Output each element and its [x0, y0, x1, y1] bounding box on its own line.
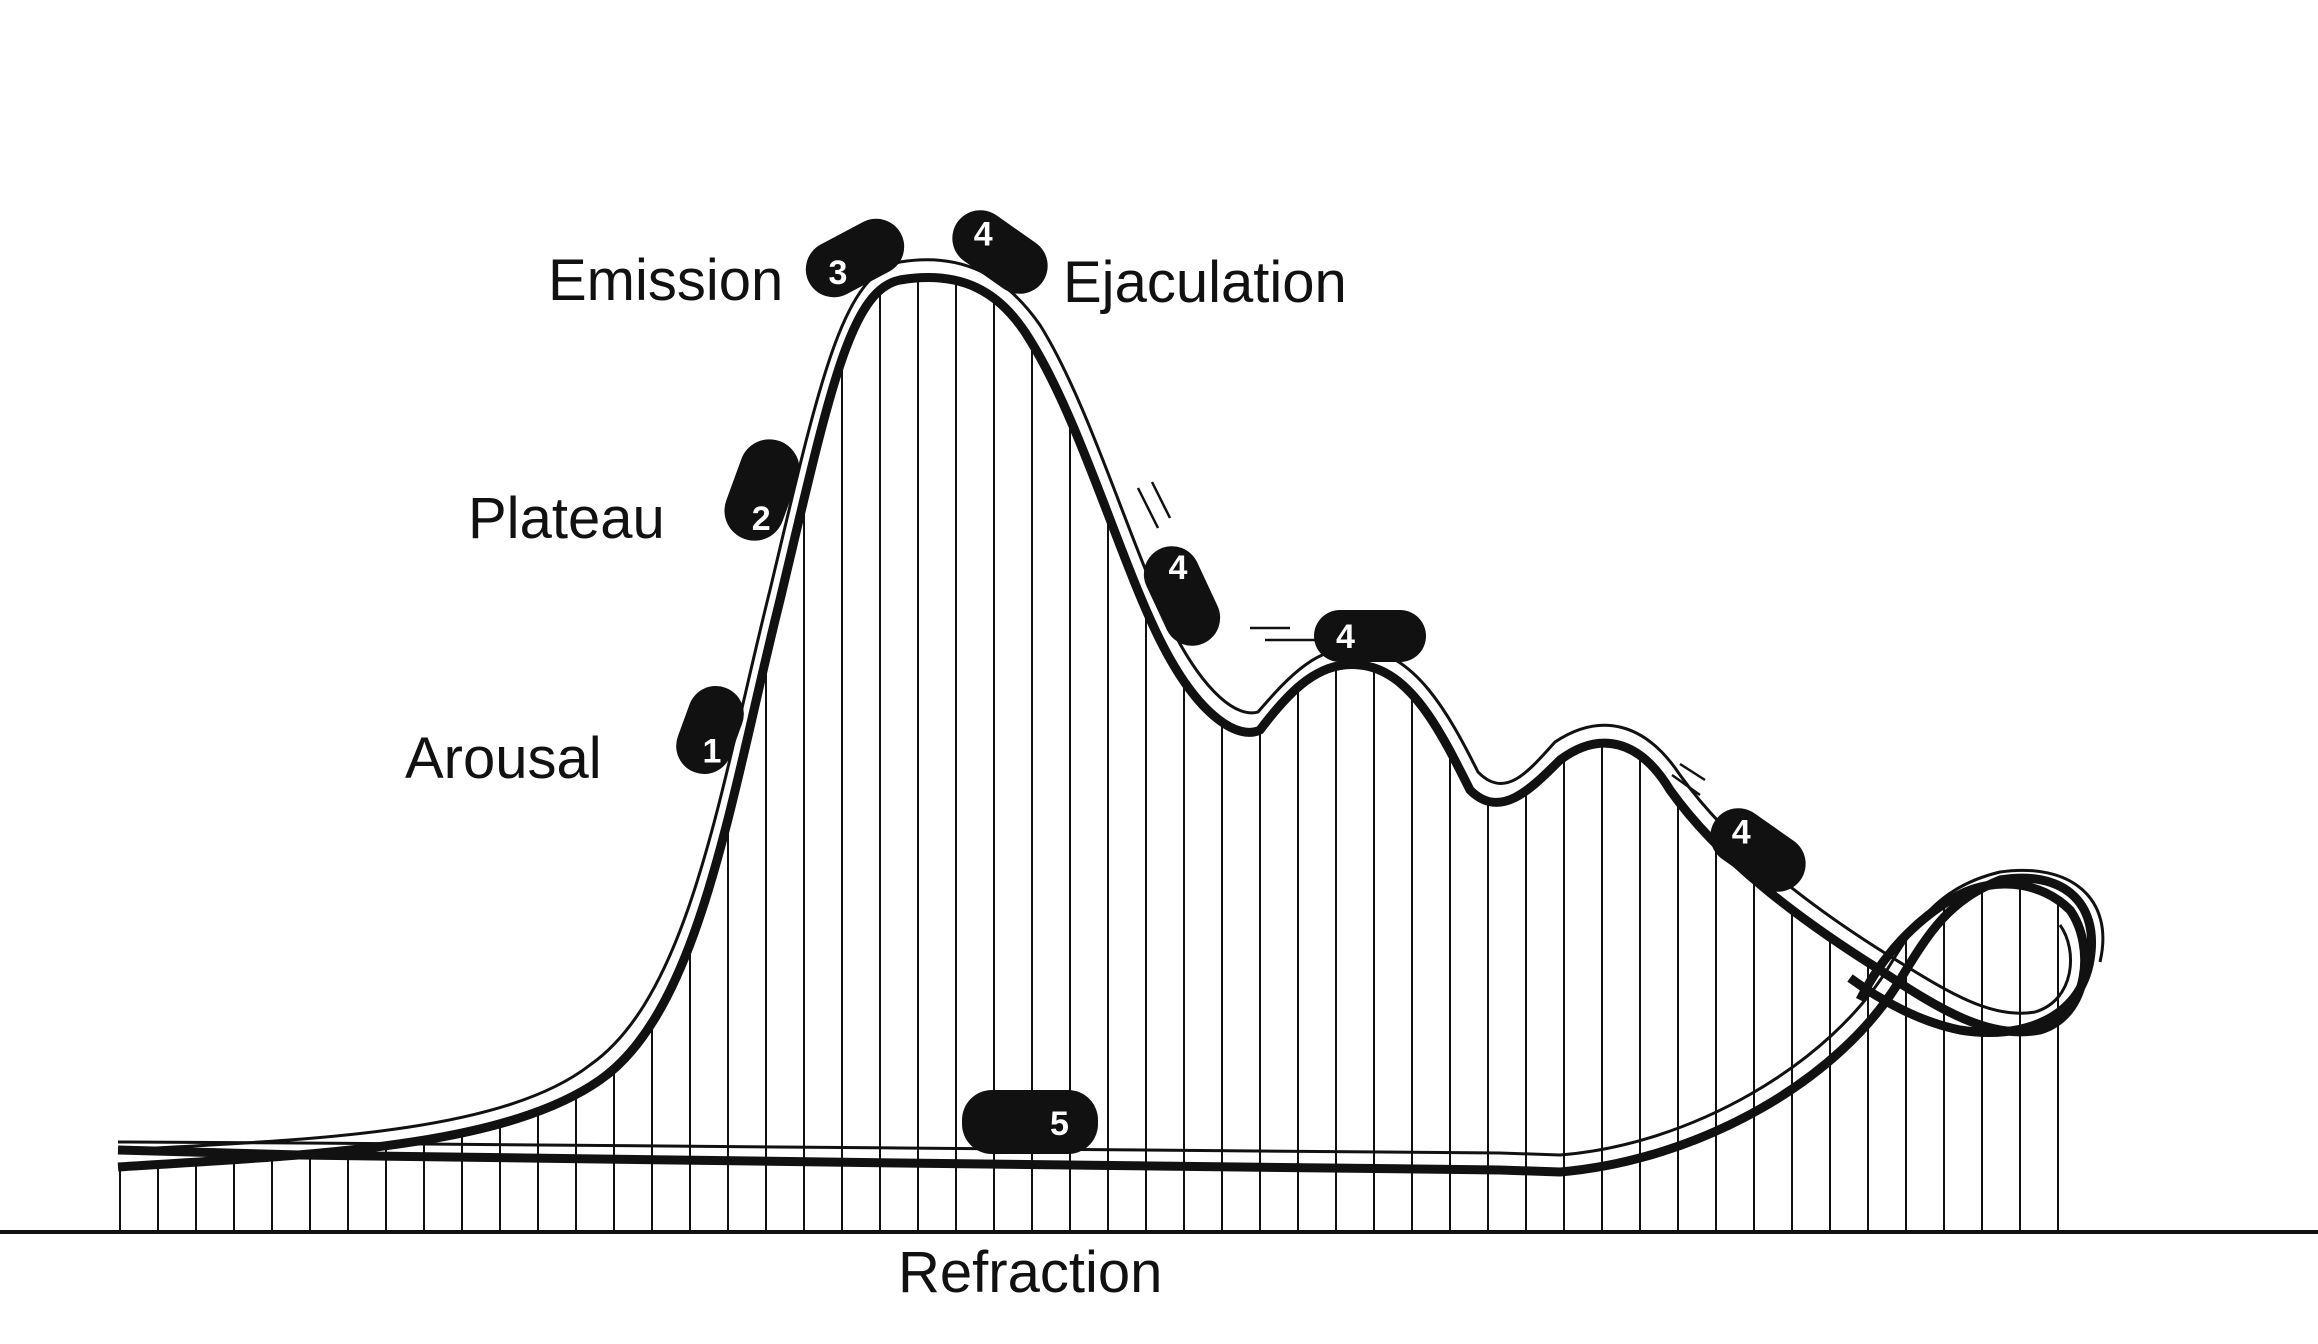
main-track — [117, 273, 2090, 1172]
label-emission: Emission — [548, 248, 783, 313]
main-track-outer-rail — [117, 258, 2072, 1152]
marker-descent-c-number: 4 — [1732, 814, 1751, 852]
marker-descent-a: 4 — [1143, 546, 1221, 646]
marker-arousal: 1 — [676, 686, 744, 774]
marker-descent-b-number: 4 — [1336, 618, 1355, 656]
lower-return-track-outer-rail — [117, 868, 2105, 1157]
marker-ejaculation: 4 — [952, 210, 1048, 294]
label-arousal: Arousal — [405, 726, 602, 791]
marker-emission: 3 — [805, 218, 905, 298]
label-refraction: Refraction — [898, 1240, 1162, 1305]
marker-ejaculation-number: 4 — [974, 216, 993, 254]
marker-refraction-number: 5 — [1050, 1105, 1069, 1143]
marker-plateau: 2 — [724, 439, 800, 541]
label-ejaculation: Ejaculation — [1063, 250, 1347, 315]
marker-descent-a-number: 4 — [1168, 549, 1187, 587]
label-plateau: Plateau — [468, 486, 665, 551]
lower-return-track — [117, 873, 2096, 1177]
marker-plateau-number: 2 — [752, 500, 771, 538]
marker-descent-c: 4 — [1710, 808, 1806, 892]
marker-descent-b: 4 — [1314, 610, 1426, 662]
marker-arousal-number: 1 — [702, 733, 721, 771]
marker-refraction: 5 — [962, 1090, 1098, 1154]
marker-emission-number: 3 — [829, 254, 848, 292]
